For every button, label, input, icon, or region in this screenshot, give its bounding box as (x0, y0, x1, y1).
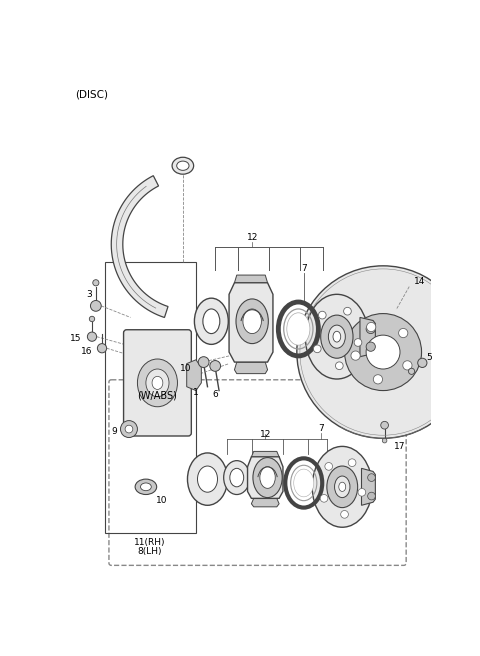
Circle shape (341, 510, 348, 518)
Text: 15: 15 (70, 334, 81, 342)
Polygon shape (252, 451, 279, 460)
Ellipse shape (312, 446, 372, 527)
Polygon shape (252, 499, 279, 507)
Ellipse shape (294, 469, 314, 497)
Circle shape (198, 357, 209, 367)
Ellipse shape (224, 461, 250, 495)
Ellipse shape (327, 466, 358, 508)
Text: 12: 12 (246, 233, 258, 242)
Circle shape (325, 462, 333, 470)
Polygon shape (234, 275, 267, 287)
Ellipse shape (339, 482, 346, 491)
Circle shape (403, 361, 412, 370)
Ellipse shape (335, 476, 350, 498)
Text: 10: 10 (180, 363, 191, 373)
Text: (DISC): (DISC) (75, 89, 108, 100)
Circle shape (358, 489, 366, 496)
Ellipse shape (137, 359, 178, 407)
Ellipse shape (243, 309, 262, 334)
Polygon shape (187, 359, 201, 390)
Circle shape (367, 322, 376, 332)
Ellipse shape (188, 453, 228, 505)
Ellipse shape (230, 468, 244, 487)
Polygon shape (111, 176, 168, 318)
Ellipse shape (194, 298, 228, 344)
FancyBboxPatch shape (123, 330, 192, 436)
Text: 7: 7 (301, 264, 307, 273)
Text: 8(LH): 8(LH) (137, 547, 162, 556)
Text: 7: 7 (319, 424, 324, 433)
Ellipse shape (236, 299, 268, 344)
Circle shape (408, 368, 415, 375)
Circle shape (97, 344, 107, 353)
Polygon shape (248, 457, 283, 499)
Ellipse shape (177, 161, 189, 171)
Circle shape (381, 421, 388, 429)
Circle shape (382, 438, 387, 443)
Polygon shape (361, 468, 375, 505)
Circle shape (345, 314, 421, 390)
Ellipse shape (333, 331, 341, 342)
Circle shape (418, 358, 427, 367)
Polygon shape (360, 318, 375, 357)
Circle shape (348, 459, 356, 466)
Text: 11(RH): 11(RH) (134, 538, 166, 546)
Text: 1: 1 (193, 388, 199, 397)
Circle shape (318, 311, 326, 319)
Circle shape (297, 266, 469, 438)
Circle shape (125, 425, 133, 433)
Circle shape (366, 324, 375, 334)
Polygon shape (229, 283, 273, 362)
Circle shape (90, 300, 101, 311)
Circle shape (368, 474, 375, 482)
Circle shape (368, 492, 375, 500)
Circle shape (351, 351, 360, 360)
Ellipse shape (197, 466, 217, 492)
Circle shape (344, 308, 351, 315)
Text: 5: 5 (426, 353, 432, 362)
Ellipse shape (203, 309, 220, 334)
Circle shape (366, 342, 375, 352)
Text: 9: 9 (112, 427, 118, 436)
Text: 17: 17 (394, 442, 405, 451)
Text: (W/ABS): (W/ABS) (137, 391, 177, 401)
Circle shape (313, 345, 321, 353)
Ellipse shape (287, 313, 310, 345)
Polygon shape (234, 362, 267, 374)
Circle shape (210, 361, 221, 371)
Text: 14: 14 (414, 277, 425, 287)
Ellipse shape (152, 377, 163, 390)
Circle shape (336, 362, 343, 369)
Ellipse shape (328, 325, 345, 348)
Text: 6: 6 (212, 390, 218, 399)
Text: 16: 16 (81, 347, 92, 356)
Ellipse shape (146, 369, 169, 397)
Ellipse shape (135, 479, 156, 495)
Circle shape (93, 279, 99, 286)
Ellipse shape (260, 467, 275, 488)
Ellipse shape (253, 458, 282, 498)
Ellipse shape (141, 483, 151, 491)
Text: 12: 12 (260, 430, 271, 439)
Circle shape (354, 338, 362, 346)
Circle shape (120, 420, 137, 438)
FancyBboxPatch shape (109, 380, 406, 565)
Ellipse shape (172, 157, 193, 174)
Circle shape (87, 332, 96, 341)
Bar (105, 262, 196, 533)
Ellipse shape (305, 295, 369, 379)
Circle shape (89, 316, 95, 321)
Text: 10: 10 (156, 496, 167, 505)
Ellipse shape (321, 315, 353, 358)
Circle shape (398, 329, 408, 338)
Circle shape (320, 495, 328, 502)
Circle shape (366, 335, 400, 369)
Text: 3: 3 (86, 290, 92, 299)
Circle shape (373, 375, 383, 384)
